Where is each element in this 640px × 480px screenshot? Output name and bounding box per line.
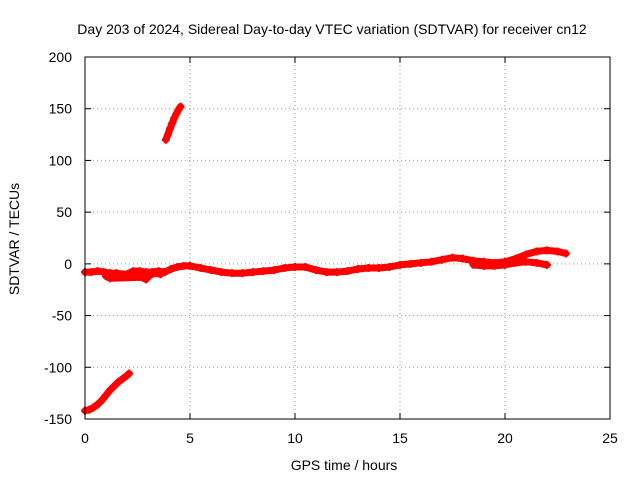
data-point: [141, 275, 150, 284]
data-point: [280, 263, 289, 272]
data-point: [249, 268, 257, 277]
data-point: [438, 255, 446, 264]
series-early-scatter: [102, 269, 165, 284]
data-point: [125, 369, 134, 378]
data-point: [406, 259, 415, 268]
y-tick-label: -50: [52, 308, 72, 324]
data-point: [480, 261, 488, 270]
x-tick-label: 15: [392, 430, 408, 446]
data-point: [343, 267, 352, 276]
data-point: [172, 109, 181, 118]
x-tick-label: 5: [186, 430, 194, 446]
data-point: [396, 260, 404, 269]
data-point: [173, 262, 182, 271]
data-point: [501, 260, 509, 269]
data-point: [163, 130, 172, 139]
data-point: [85, 405, 94, 414]
data-point: [170, 114, 179, 123]
data-point: [532, 247, 541, 256]
axis-ticks: [84, 56, 611, 420]
data-point: [114, 377, 123, 386]
data-point: [561, 249, 570, 258]
data-point: [186, 261, 194, 270]
data-point: [168, 119, 177, 128]
data-point: [97, 396, 106, 405]
data-point: [448, 253, 457, 262]
data-point: [459, 254, 467, 263]
x-axis-label: GPS time / hours: [291, 457, 398, 473]
data-point: [490, 261, 499, 270]
data-point: [217, 268, 226, 277]
plot-frame: [84, 56, 611, 420]
data-point: [427, 257, 436, 266]
data-point: [543, 260, 551, 269]
data-point: [110, 381, 119, 390]
data-point: [102, 391, 110, 400]
data-point: [196, 263, 205, 272]
data-point: [511, 258, 520, 267]
data-point: [106, 386, 115, 395]
y-tick-label: 50: [56, 204, 72, 220]
data-point: [238, 269, 247, 278]
chart-title: Day 203 of 2024, Sidereal Day-to-day VTE…: [77, 21, 587, 37]
data-point: [166, 124, 175, 133]
data-point: [118, 374, 127, 383]
data-point: [228, 269, 236, 278]
data-point: [207, 266, 215, 275]
data-point: [102, 272, 110, 281]
data-point: [301, 262, 310, 271]
data-point: [553, 247, 562, 256]
data-point: [354, 265, 362, 274]
data-point: [87, 268, 96, 277]
series-high-branch: [161, 102, 185, 144]
x-tick-label: 20: [497, 430, 513, 446]
data-point: [137, 273, 146, 282]
data-point: [156, 270, 165, 279]
data-point: [106, 274, 115, 283]
data-point: [543, 246, 551, 255]
y-tick-label: 150: [49, 101, 73, 117]
x-tick-labels: 0 5 10 15 20 25: [81, 430, 618, 446]
data-point: [270, 266, 278, 275]
data-point: [150, 269, 159, 278]
y-tick-label: 100: [49, 152, 73, 168]
y-tick-label: 0: [64, 256, 72, 272]
data-point: [385, 262, 394, 271]
data-point: [469, 260, 478, 269]
data-point: [375, 263, 383, 272]
data-point: [167, 265, 176, 274]
data-point: [291, 262, 299, 271]
data-point: [522, 257, 530, 266]
data-point: [322, 268, 331, 277]
data-point: [522, 250, 530, 259]
data-point: [259, 267, 268, 276]
grid-lines: [85, 57, 610, 419]
x-tick-label: 0: [81, 430, 89, 446]
data-point: [417, 258, 425, 267]
data-point: [146, 271, 155, 280]
y-tick-label: 200: [49, 49, 73, 65]
series-late-branch: [469, 257, 551, 270]
data-point: [161, 135, 170, 144]
data-point: [176, 102, 185, 111]
y-tick-label: -100: [44, 359, 72, 375]
data-point: [312, 266, 320, 275]
series-low-branch: [81, 369, 134, 415]
y-tick-labels: -150 -100 -50 0 50 100 150 200: [44, 49, 72, 427]
y-tick-label: -150: [44, 411, 72, 427]
data-point: [135, 267, 144, 276]
x-tick-label: 10: [287, 430, 303, 446]
data-point: [532, 258, 541, 267]
data-series: [81, 102, 570, 415]
data-point: [333, 268, 341, 277]
data-point: [364, 263, 373, 272]
data-point: [93, 267, 102, 276]
data-point: [89, 403, 98, 412]
y-axis-label: SDTVAR / TECUs: [6, 183, 22, 295]
data-point: [93, 400, 102, 409]
x-tick-label: 25: [602, 430, 618, 446]
